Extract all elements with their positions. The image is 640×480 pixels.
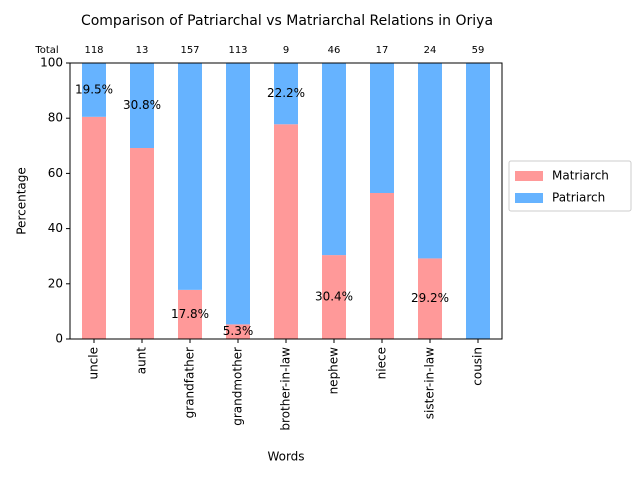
legend-label: Patriarch: [552, 191, 605, 205]
bar-segment: [418, 63, 442, 259]
x-tick-label: grandfather: [183, 347, 197, 418]
x-tick-label: nephew: [327, 347, 341, 395]
total-value: 17: [376, 45, 389, 56]
y-tick-label: 60: [48, 166, 63, 180]
y-tick-label: 40: [48, 221, 63, 235]
value-label: 22.2%: [267, 86, 305, 100]
bar-segment: [274, 63, 298, 125]
bar-segment: [226, 63, 250, 325]
total-value: 113: [228, 45, 247, 56]
total-value: 24: [424, 45, 437, 56]
y-tick-label: 100: [40, 56, 63, 70]
x-tick-label: cousin: [471, 347, 485, 386]
x-tick-label: uncle: [87, 347, 101, 380]
legend-swatch: [515, 193, 543, 203]
total-value: 59: [472, 45, 485, 56]
value-label: 30.4%: [315, 290, 353, 304]
bar-segment: [226, 324, 250, 339]
legend-swatch: [515, 171, 543, 181]
y-tick-label: 80: [48, 111, 63, 125]
x-tick-label: niece: [375, 347, 389, 379]
x-axis-label: Words: [267, 450, 304, 464]
bar-segment: [130, 63, 154, 149]
bar-segment: [466, 63, 490, 339]
x-tick-label: aunt: [135, 347, 149, 375]
x-tick-label: sister-in-law: [423, 347, 437, 419]
bar-segment: [418, 258, 442, 339]
bar-segment: [178, 289, 202, 339]
bar-segment: [274, 124, 298, 339]
x-tick-label: grandmother: [231, 347, 245, 426]
total-value: 9: [283, 45, 289, 56]
y-axis-label: Percentage: [15, 167, 29, 235]
value-label: 19.5%: [75, 82, 113, 96]
bar-segment: [82, 116, 106, 339]
value-label: 29.2%: [411, 291, 449, 305]
bar-segment: [322, 255, 346, 339]
value-label: 30.8%: [123, 98, 161, 112]
bar-segment: [322, 63, 346, 256]
total-value: 13: [136, 45, 149, 56]
y-tick-label: 20: [48, 276, 63, 290]
bar-segment: [178, 63, 202, 290]
total-value: 118: [84, 45, 103, 56]
value-label: 17.8%: [171, 307, 209, 321]
bar-segment: [370, 192, 394, 339]
bar-segment: [82, 63, 106, 117]
chart-title: Comparison of Patriarchal vs Matriarchal…: [81, 13, 493, 29]
legend-label: Matriarch: [552, 169, 609, 183]
plot-area: [82, 63, 490, 339]
x-tick-label: brother-in-law: [279, 347, 293, 431]
y-tick-label: 0: [55, 332, 63, 346]
total-value: 46: [328, 45, 341, 56]
bar-segment: [370, 63, 394, 193]
value-label: 5.3%: [223, 324, 254, 338]
totals-label: Total: [34, 45, 58, 56]
total-value: 157: [180, 45, 199, 56]
bar-segment: [130, 148, 154, 339]
